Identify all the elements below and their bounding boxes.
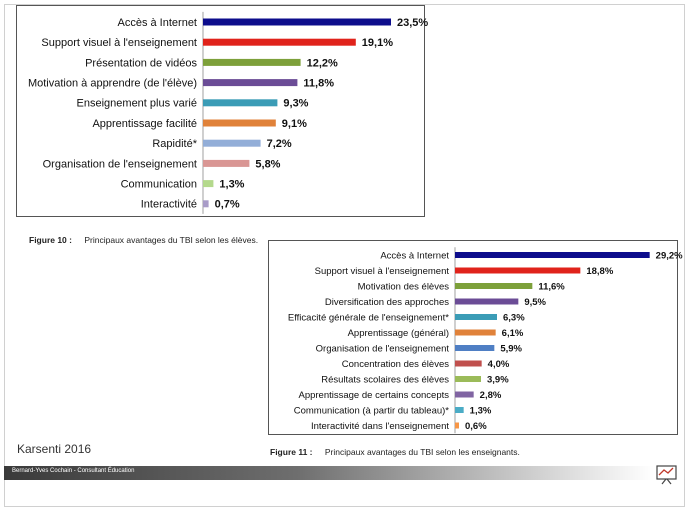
enseignants-value-label: 11,6%	[538, 281, 565, 292]
eleves-value-label: 0,7%	[215, 199, 240, 211]
enseignants-bar	[455, 283, 533, 289]
figure-10-label: Figure 10 :	[29, 235, 72, 245]
enseignants-value-label: 18,8%	[586, 266, 613, 277]
eleves-category-label: Interactivité	[141, 199, 197, 211]
enseignants-bar	[455, 298, 519, 305]
figure-10-text: Principaux avantages du TBI selon les él…	[84, 235, 259, 245]
footer-bar: Bernard-Yves Cochain - Consultant Éducat…	[4, 466, 654, 480]
eleves-category-label: Rapidité*	[152, 138, 197, 150]
enseignants-bar	[455, 314, 497, 320]
enseignants-value-label: 2,8%	[480, 390, 502, 401]
eleves-value-label: 5,8%	[255, 158, 280, 170]
enseignants-category-label: Efficacité générale de l'enseignement*	[288, 312, 449, 323]
eleves-category-label: Communication	[121, 178, 197, 190]
eleves-category-label: Support visuel à l'enseignement	[41, 37, 197, 49]
eleves-category-label: Apprentissage facilité	[92, 118, 197, 130]
enseignants-category-label: Motivation des élèves	[358, 281, 450, 292]
enseignants-value-label: 3,9%	[487, 374, 509, 385]
enseignants-category-label: Diversification des approches	[325, 297, 449, 308]
chart-eleves-svg: Accès à Internet 23,5% Support visuel à l'…	[28, 11, 428, 214]
eleves-bar	[203, 18, 391, 26]
enseignants-category-label: Concentration des élèves	[342, 359, 449, 370]
enseignants-bar	[455, 391, 474, 398]
enseignants-category-label: Résultats scolaires des élèves	[321, 374, 449, 385]
eleves-value-label: 7,2%	[267, 138, 292, 150]
enseignants-bar	[455, 252, 650, 258]
eleves-value-label: 9,1%	[282, 118, 307, 130]
enseignants-value-label: 6,3%	[503, 312, 525, 323]
enseignants-bar	[455, 376, 481, 382]
eleves-value-label: 19,1%	[362, 37, 393, 49]
enseignants-value-label: 1,3%	[470, 405, 492, 416]
eleves-bar	[203, 139, 261, 147]
enseignants-category-label: Support visuel à l'enseignement	[315, 266, 450, 277]
eleves-value-label: 11,8%	[303, 77, 334, 89]
chart-enseignants-svg: Accès à Internet 29,2% Support visuel à l'…	[288, 247, 683, 434]
eleves-category-label: Accès à Internet	[118, 17, 198, 29]
eleves-bar	[203, 119, 276, 127]
chart-eleves: Accès à Internet 23,5% Support visuel à l'…	[16, 5, 428, 217]
eleves-bar	[203, 200, 209, 208]
source-label: Karsenti 2016	[17, 442, 92, 456]
eleves-category-label: Motivation à apprendre (de l'élève)	[28, 77, 197, 89]
eleves-value-label: 1,3%	[219, 178, 244, 190]
eleves-value-label: 12,2%	[307, 57, 338, 69]
enseignants-category-label: Apprentissage (général)	[348, 328, 449, 339]
enseignants-value-label: 9,5%	[524, 297, 546, 308]
eleves-category-label: Présentation de vidéos	[85, 57, 197, 69]
enseignants-category-label: Interactivité dans l'enseignement	[311, 421, 449, 432]
eleves-bar	[203, 99, 278, 107]
enseignants-category-label: Apprentissage de certains concepts	[298, 390, 449, 401]
chart-enseignants: Accès à Internet 29,2% Support visuel à l'…	[268, 240, 683, 435]
eleves-bar	[203, 38, 356, 46]
presentation-board-icon	[656, 465, 677, 485]
enseignants-value-label: 4,0%	[488, 359, 510, 370]
eleves-category-label: Organisation de l'enseignement	[43, 158, 197, 170]
enseignants-bar	[455, 407, 464, 413]
eleves-value-label: 23,5%	[397, 17, 428, 29]
eleves-value-label: 9,3%	[283, 98, 308, 110]
slide-frame	[4, 4, 685, 507]
enseignants-bar	[455, 345, 495, 351]
enseignants-category-label: Communication (à partir du tableau)*	[294, 405, 450, 416]
enseignants-value-label: 29,2%	[656, 250, 683, 261]
eleves-bar	[203, 79, 298, 87]
eleves-category-label: Enseignement plus varié	[77, 98, 197, 110]
enseignants-value-label: 0,6%	[465, 421, 487, 432]
eleves-bar	[203, 159, 250, 167]
figure-11-text: Principaux avantages du TBI selon les en…	[324, 447, 520, 457]
figure-10-caption: Figure 10 : Principaux avantages du TBI …	[29, 235, 258, 245]
enseignants-bar	[455, 360, 482, 367]
figure-11-caption: Figure 11 : Principaux avantages du TBI …	[270, 447, 520, 457]
enseignants-category-label: Organisation de l'enseignement	[316, 343, 450, 354]
enseignants-category-label: Accès à Internet	[380, 250, 449, 261]
enseignants-bar	[455, 329, 496, 336]
enseignants-bar	[455, 422, 459, 429]
enseignants-bar	[455, 267, 581, 274]
eleves-bar	[203, 58, 301, 66]
footer-text: Bernard-Yves Cochain - Consultant Éducat…	[12, 468, 135, 474]
eleves-bar	[203, 180, 214, 188]
figure-11-label: Figure 11 :	[270, 447, 313, 457]
enseignants-value-label: 5,9%	[500, 343, 522, 354]
enseignants-value-label: 6,1%	[502, 328, 524, 339]
